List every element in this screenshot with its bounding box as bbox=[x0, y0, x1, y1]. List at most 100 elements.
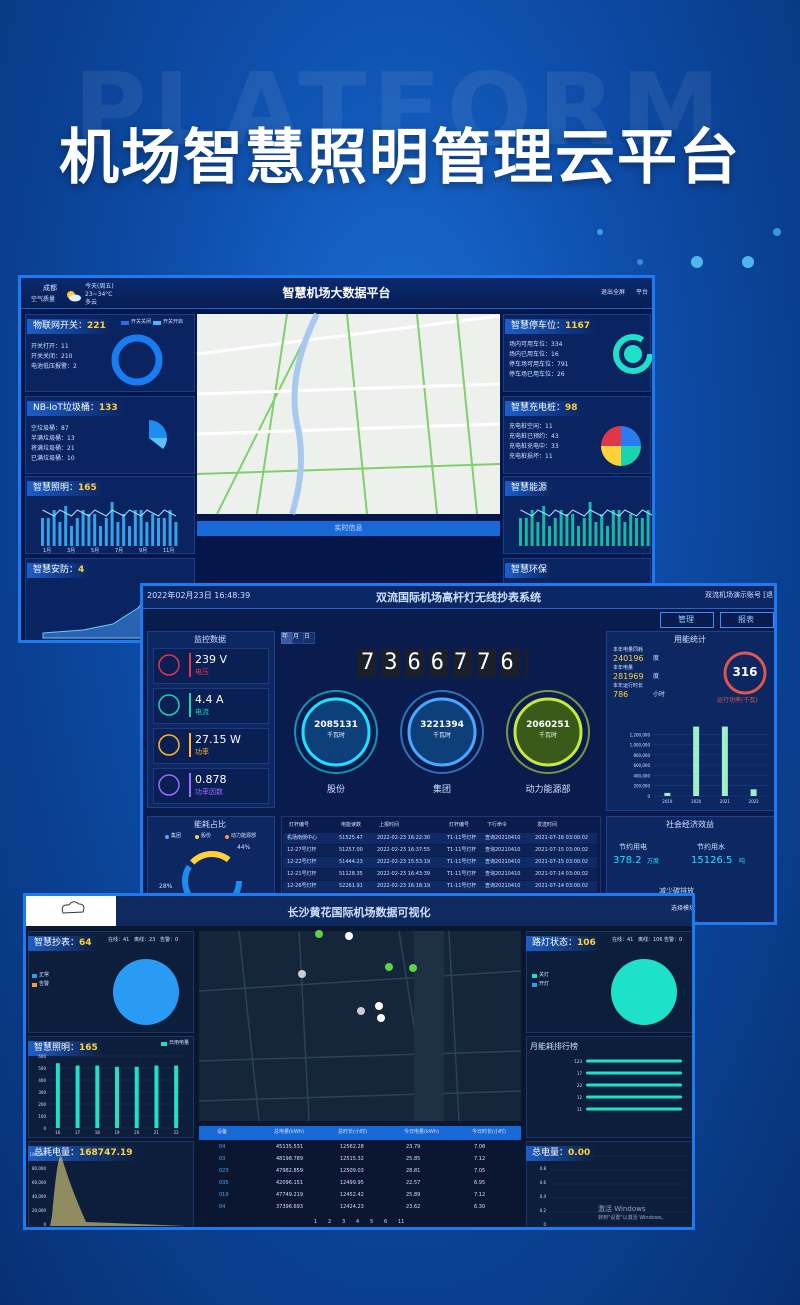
button-label: 实时信息 bbox=[334, 524, 363, 532]
mini-bar bbox=[93, 514, 97, 546]
page-number[interactable]: 2 bbox=[328, 1219, 332, 1225]
main-title: 机场智慧照明管理云平台 bbox=[59, 123, 741, 193]
section-count: 165 bbox=[78, 483, 97, 493]
mini-bar-chart bbox=[41, 502, 178, 546]
legend-text: 股份 bbox=[201, 833, 212, 839]
section-title: 总电量：0.00 bbox=[526, 1146, 597, 1161]
y-tick-label: 0 bbox=[647, 794, 650, 799]
table bbox=[281, 816, 601, 922]
river bbox=[289, 312, 320, 515]
mini-bar bbox=[519, 518, 522, 546]
bar bbox=[750, 789, 757, 796]
icon-ring bbox=[158, 654, 180, 676]
ring-chart bbox=[111, 334, 163, 386]
y-tick-label: 400,000 bbox=[633, 773, 650, 778]
map-layer bbox=[198, 930, 522, 1122]
y-tick-label: 400 bbox=[38, 1078, 46, 1083]
usage-label: 本年电量 bbox=[613, 665, 634, 671]
page-number[interactable]: 3 bbox=[342, 1219, 346, 1225]
y-tick-label: 0.8 bbox=[540, 1166, 547, 1171]
tab-label: 日 bbox=[304, 633, 311, 640]
disc bbox=[113, 959, 179, 1025]
section-count: 4 bbox=[78, 565, 85, 575]
mini-bar bbox=[542, 506, 546, 546]
table-cell: 查询20210410 bbox=[485, 871, 521, 877]
rank-label: 17 bbox=[577, 1071, 583, 1076]
table-cell: 22.57 bbox=[406, 1180, 421, 1186]
mini-bar bbox=[548, 526, 551, 546]
monitor-value: 239 V bbox=[195, 653, 228, 666]
section-count: 106 bbox=[577, 938, 596, 948]
weather-icon bbox=[67, 291, 81, 302]
dashboard-title: 智慧机场大数据平台 bbox=[282, 286, 391, 300]
status: 在线：41 bbox=[612, 937, 634, 943]
rank-bar bbox=[586, 1083, 682, 1087]
section-name: 智慧充电桩： bbox=[511, 403, 566, 413]
mini-bar bbox=[588, 502, 592, 546]
table-cell: 12-22号灯杆 bbox=[287, 859, 317, 865]
gauge-value: 3221394 bbox=[420, 720, 464, 730]
legend-dot bbox=[225, 835, 229, 839]
road bbox=[198, 970, 522, 992]
y-tick-label: 40,000 bbox=[32, 1194, 46, 1199]
section-count: 1167 bbox=[565, 321, 591, 331]
table-cell: 04 bbox=[219, 1204, 226, 1210]
page-number[interactable]: 4 bbox=[356, 1219, 360, 1225]
legend-text: 集团 bbox=[171, 833, 182, 839]
status: 离线：23 bbox=[134, 937, 156, 943]
mini-bar bbox=[174, 522, 178, 546]
circle-chart bbox=[113, 959, 179, 1025]
mini-bar bbox=[606, 526, 609, 546]
status: 告警：0 bbox=[160, 937, 179, 943]
x-tick-label: 19 bbox=[114, 1130, 120, 1135]
y-tick-label: 20,000 bbox=[32, 1208, 46, 1213]
section-title: 智慧照明：165 bbox=[28, 1041, 104, 1056]
page-number[interactable]: 6 bbox=[384, 1219, 388, 1225]
table-cell: 7.05 bbox=[474, 1168, 486, 1174]
mini-bar bbox=[617, 510, 621, 546]
pie-slice bbox=[621, 426, 641, 446]
table-cell: 42096.151 bbox=[276, 1180, 304, 1186]
gauge bbox=[400, 690, 484, 774]
ring-inner bbox=[624, 345, 642, 363]
y-tick-label: 1,000,000 bbox=[630, 743, 651, 748]
page-number[interactable]: 1 bbox=[314, 1219, 318, 1225]
road bbox=[298, 930, 310, 1122]
x-tick-label: 2022 bbox=[749, 799, 760, 804]
stat-line: 停车场已用车位：26 bbox=[509, 371, 565, 378]
table-cell: 12562.28 bbox=[340, 1144, 364, 1150]
section-title: 路灯状态：106 bbox=[526, 936, 602, 951]
button[interactable] bbox=[660, 612, 714, 628]
section-name: 智慧安防： bbox=[33, 565, 79, 575]
pct-label: 44% bbox=[237, 844, 251, 851]
table-cell: 12-21号灯杆 bbox=[287, 871, 317, 877]
pie-slice bbox=[601, 446, 621, 466]
y-tick-label: 80,000 bbox=[32, 1166, 46, 1171]
road bbox=[346, 313, 368, 515]
table-cell: 48198.789 bbox=[276, 1156, 304, 1162]
table-header: 今日电量(kWh) bbox=[404, 1129, 439, 1135]
gauge-value: 2060251 bbox=[526, 720, 570, 730]
page-number[interactable]: 11 bbox=[398, 1219, 405, 1225]
section-name: 总电量： bbox=[532, 1148, 569, 1158]
table-header: 电能读数 bbox=[341, 822, 362, 828]
section-count: 64 bbox=[79, 938, 92, 948]
x-tick-label: 20 bbox=[134, 1130, 140, 1135]
bar bbox=[174, 1065, 179, 1128]
button[interactable] bbox=[720, 612, 774, 628]
bar bbox=[664, 792, 671, 796]
datetime: 2022年02月23日 16:48:39 bbox=[147, 591, 251, 600]
page-number[interactable]: 5 bbox=[370, 1219, 374, 1225]
pie-slice bbox=[601, 426, 621, 446]
section-title: 智慧抄表：64 bbox=[28, 936, 98, 951]
gauge-unit: 千瓦时 bbox=[432, 732, 451, 739]
legend-text: 告警 bbox=[39, 981, 50, 987]
road bbox=[256, 313, 288, 515]
gauge-value: 2085131 bbox=[314, 720, 358, 730]
ring bbox=[613, 334, 652, 374]
monitor-icon bbox=[158, 654, 180, 676]
rank-label: 11 bbox=[577, 1107, 583, 1112]
ring-chart bbox=[613, 334, 652, 374]
rank-label: 123 bbox=[574, 1059, 582, 1064]
mini-bar bbox=[565, 514, 569, 546]
